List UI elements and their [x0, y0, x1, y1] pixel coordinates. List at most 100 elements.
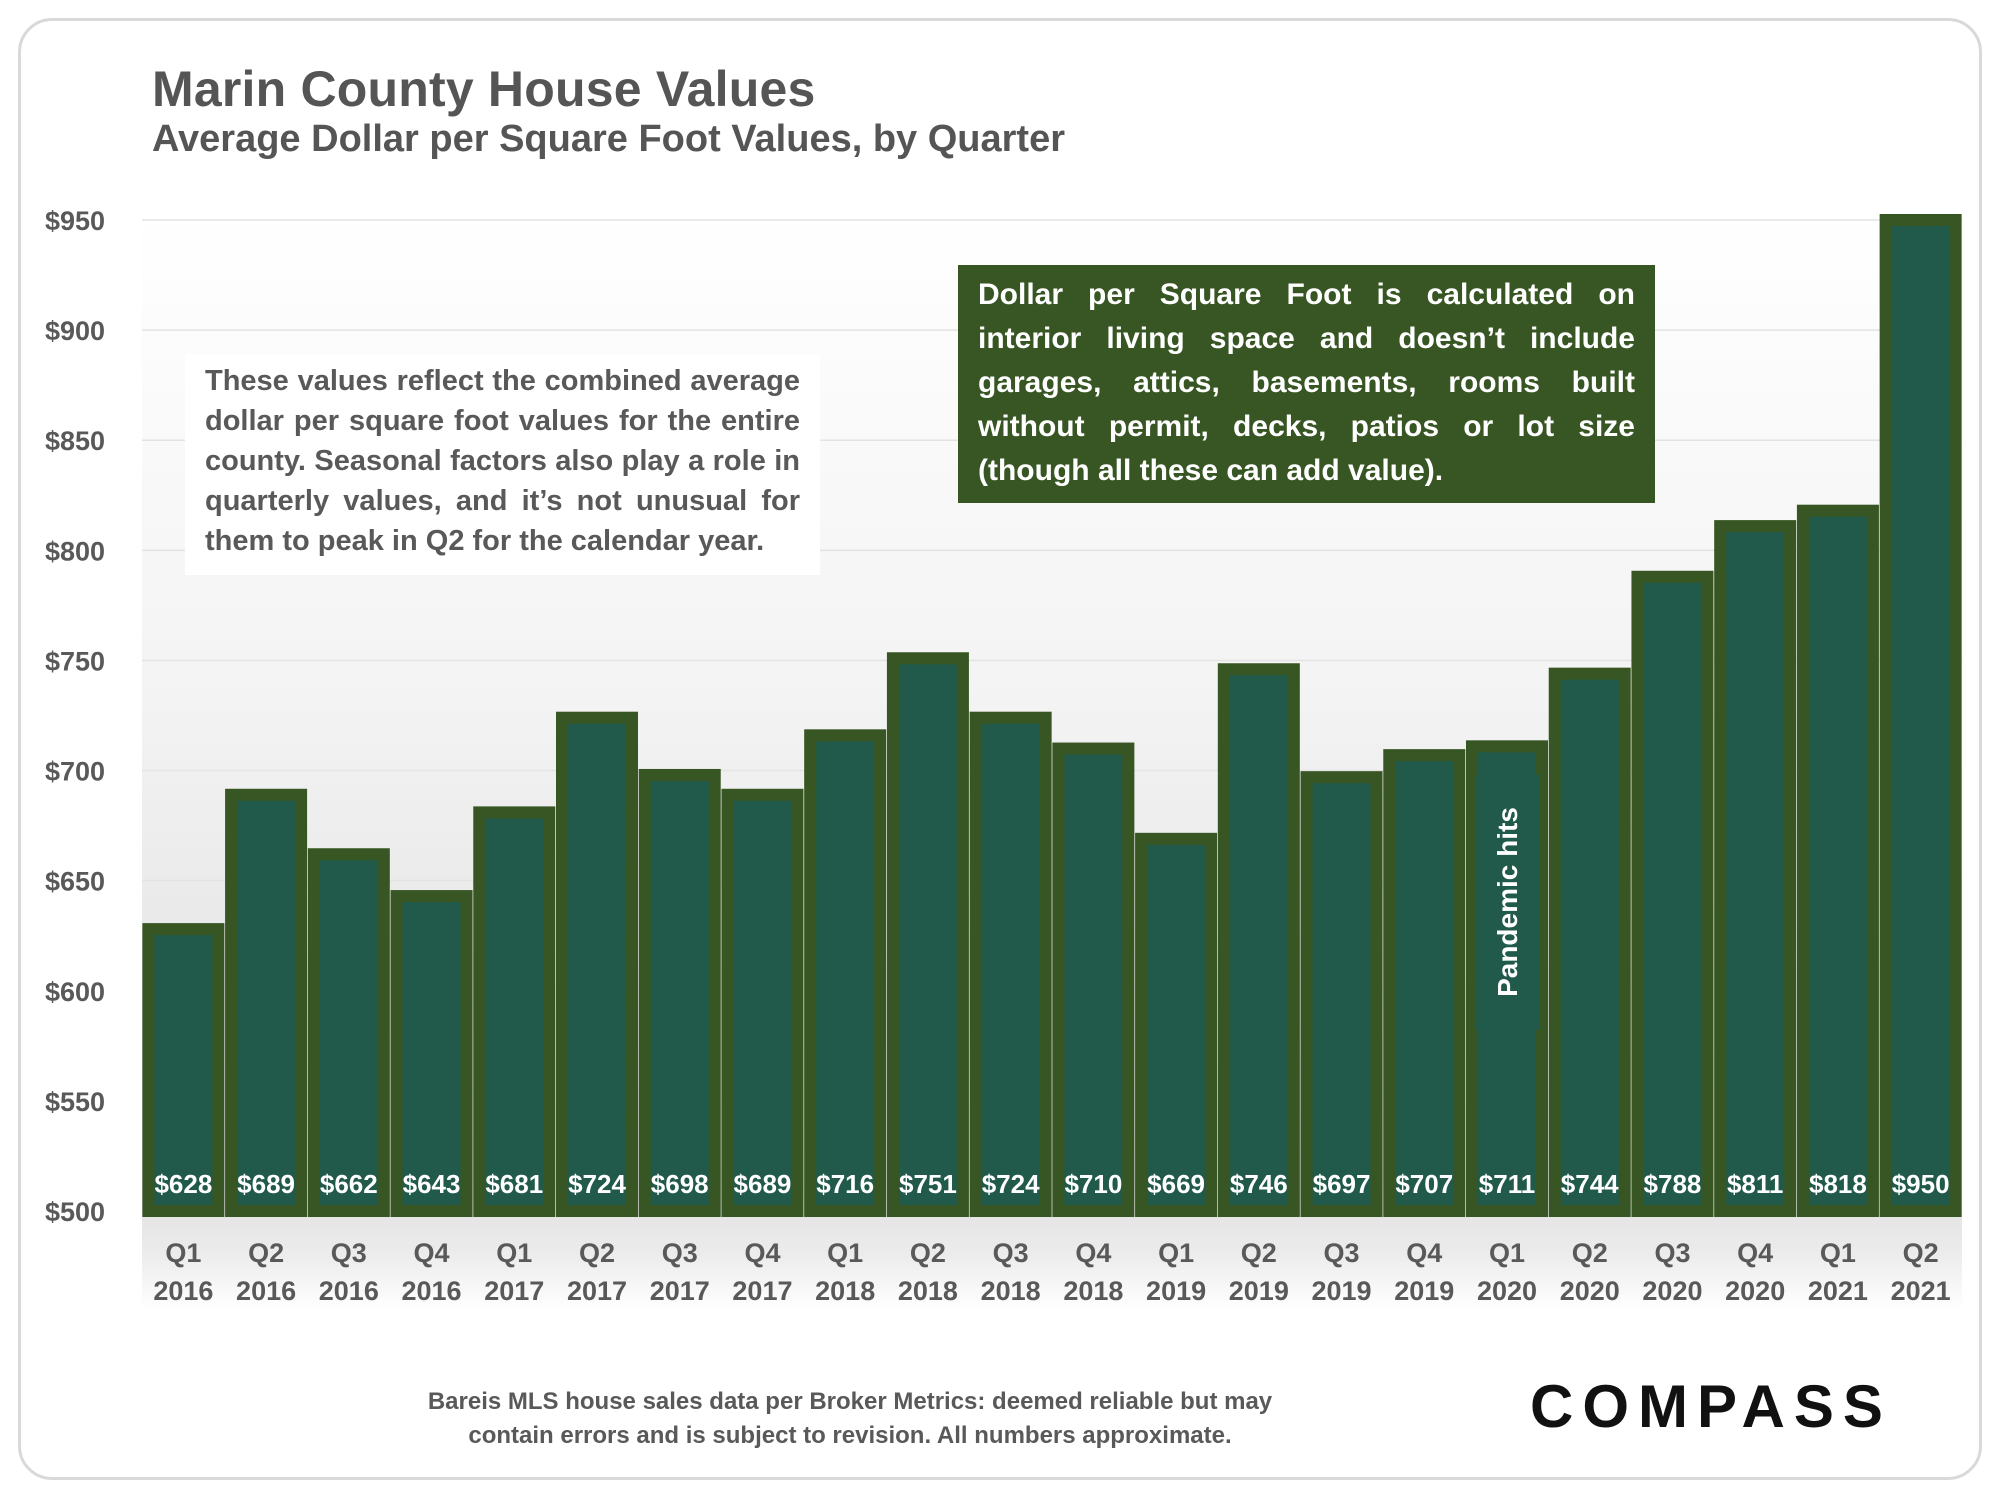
y-tick-label: $600	[45, 977, 105, 1007]
x-tick-label-year: 2017	[567, 1276, 627, 1306]
x-tick-label-quarter: Q1	[827, 1238, 863, 1268]
data-label: $628	[154, 1169, 212, 1199]
data-label: $950	[1892, 1169, 1950, 1199]
x-tick-label-year: 2016	[153, 1276, 213, 1306]
x-tick-label-year: 2020	[1560, 1276, 1620, 1306]
x-tick-label-year: 2020	[1725, 1276, 1785, 1306]
data-label: $689	[734, 1169, 792, 1199]
source-note: Bareis MLS house sales data per Broker M…	[427, 1388, 1273, 1449]
data-label: $710	[1064, 1169, 1122, 1199]
y-tick-label: $650	[45, 867, 105, 897]
x-tick-label-quarter: Q2	[1903, 1238, 1939, 1268]
x-tick-label-year: 2019	[1146, 1276, 1206, 1306]
data-label: $662	[320, 1169, 378, 1199]
data-label: $698	[651, 1169, 709, 1199]
bar	[556, 711, 638, 1217]
bar	[307, 848, 390, 1217]
x-tick-label-year: 2017	[732, 1276, 792, 1306]
data-label: $681	[485, 1169, 543, 1199]
bar	[886, 652, 969, 1217]
data-label: $669	[1147, 1169, 1205, 1199]
bar	[225, 788, 308, 1218]
bar	[638, 768, 721, 1218]
x-tick-label-year: 2018	[898, 1276, 958, 1306]
data-label: $746	[1230, 1169, 1288, 1199]
x-tick-label-year: 2021	[1808, 1276, 1868, 1306]
bar	[1879, 214, 1962, 1217]
x-tick-label-quarter: Q4	[744, 1238, 780, 1268]
x-tick-label-year: 2017	[650, 1276, 710, 1306]
x-tick-label-year: 2018	[1063, 1276, 1123, 1306]
x-tick-label-quarter: Q4	[1406, 1238, 1442, 1268]
y-tick-label: $700	[45, 757, 105, 787]
x-tick-label-quarter: Q2	[910, 1238, 946, 1268]
bars: $628 $689 $662 $643 $681 $724 $698 $689 $716 $751…	[142, 214, 1962, 1218]
y-tick-label: $500	[45, 1197, 105, 1227]
data-label: $697	[1313, 1169, 1371, 1199]
y-tick-label: $800	[45, 536, 105, 566]
bar	[390, 890, 473, 1217]
x-tick-label-year: 2020	[1642, 1276, 1702, 1306]
x-tick-label-year: 2018	[981, 1276, 1041, 1306]
x-tick-label-quarter: Q2	[248, 1238, 284, 1268]
bar	[1217, 663, 1300, 1217]
x-tick-label-year: 2019	[1229, 1276, 1289, 1306]
y-axis: $500 $550 $600 $650 $700 $750 $800 $850 $900 $950	[45, 206, 105, 1227]
x-tick-label-quarter: Q1	[496, 1238, 532, 1268]
x-tick-label-quarter: Q2	[1241, 1238, 1277, 1268]
compass-logo: COMPASS	[1530, 1373, 1892, 1440]
x-tick-label-quarter: Q4	[1075, 1238, 1111, 1268]
chart-title: Marin County House Values	[152, 61, 816, 117]
data-label: $788	[1644, 1169, 1702, 1199]
x-tick-label-quarter: Q1	[1489, 1238, 1525, 1268]
x-tick-label-year: 2016	[319, 1276, 379, 1306]
bar	[1135, 832, 1218, 1218]
x-axis: Q1 2016 Q2 2016 Q3 2016 Q4 2016 Q1 2017 Q2 2017 Q3 20…	[153, 1238, 1950, 1306]
x-tick-label-year: 2020	[1477, 1276, 1537, 1306]
bar	[1300, 771, 1383, 1217]
bar	[1631, 570, 1714, 1217]
x-tick-label-year: 2019	[1394, 1276, 1454, 1306]
x-tick-label-quarter: Q3	[662, 1238, 698, 1268]
data-label: $818	[1809, 1169, 1867, 1199]
chart-subtitle: Average Dollar per Square Foot Values, b…	[152, 118, 1066, 160]
bar	[473, 806, 556, 1217]
data-label: $711	[1479, 1169, 1535, 1199]
bar	[969, 711, 1052, 1217]
x-tick-label-year: 2017	[484, 1276, 544, 1306]
bar	[1052, 742, 1135, 1217]
x-tick-label-quarter: Q3	[331, 1238, 367, 1268]
x-tick-label-year: 2019	[1312, 1276, 1372, 1306]
x-tick-label-year: 2016	[402, 1276, 462, 1306]
y-tick-label: $550	[45, 1087, 105, 1117]
x-tick-label-quarter: Q2	[1572, 1238, 1608, 1268]
left-note: These values reflect the combined averag…	[185, 355, 820, 575]
x-tick-label-year: 2016	[236, 1276, 296, 1306]
x-tick-label-quarter: Q4	[414, 1238, 450, 1268]
x-tick-label-year: 2018	[815, 1276, 875, 1306]
annotation-box	[1475, 775, 1539, 1030]
bar	[1714, 520, 1797, 1217]
x-tick-label-quarter: Q2	[579, 1238, 615, 1268]
y-tick-label: $900	[45, 316, 105, 346]
data-label: $724	[982, 1169, 1040, 1199]
bar	[142, 923, 225, 1217]
x-tick-label-quarter: Q1	[1820, 1238, 1856, 1268]
data-label: $689	[237, 1169, 295, 1199]
x-tick-label-year: 2021	[1891, 1276, 1951, 1306]
data-label: $707	[1395, 1169, 1453, 1199]
data-label: $744	[1561, 1169, 1619, 1199]
x-tick-label-quarter: Q1	[1158, 1238, 1194, 1268]
bar	[1796, 504, 1879, 1217]
y-tick-label: $850	[45, 426, 105, 456]
bar	[804, 729, 887, 1217]
x-tick-label-quarter: Q3	[1654, 1238, 1690, 1268]
x-tick-label-quarter: Q3	[1324, 1238, 1360, 1268]
data-label: $716	[816, 1169, 874, 1199]
bar	[1548, 667, 1631, 1217]
bar	[1383, 749, 1466, 1217]
bar	[721, 788, 804, 1218]
x-tick-label-quarter: Q4	[1737, 1238, 1773, 1268]
x-tick-label-quarter: Q1	[165, 1238, 201, 1268]
